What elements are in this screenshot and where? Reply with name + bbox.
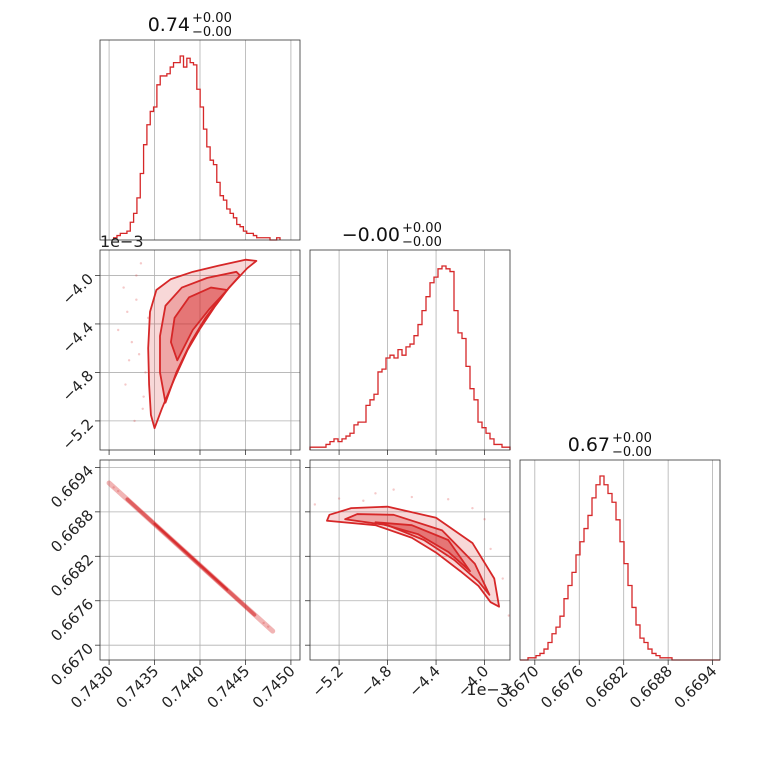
scatter-point <box>313 503 317 506</box>
scatter-point <box>127 359 131 362</box>
y-tick-label: 0.6694 <box>47 462 97 512</box>
param-title-plus-1: +0.00 <box>402 221 442 236</box>
scatter-point <box>266 625 270 628</box>
y-tick-label: 0.6688 <box>47 506 97 556</box>
panel-frame <box>309 459 511 661</box>
scatter-point <box>126 310 129 314</box>
scatter-point <box>137 353 141 356</box>
y-tick-label: −5.2 <box>59 415 97 453</box>
scatter-point <box>446 498 450 501</box>
scatter-point <box>362 499 365 502</box>
param-title-minus-2: −0.00 <box>612 445 652 460</box>
panel-bg <box>310 250 510 450</box>
contour-level-1 <box>159 270 241 404</box>
scatter-point <box>122 286 125 289</box>
scatter-point <box>501 577 504 580</box>
pair-panel-1 <box>99 459 301 661</box>
pair-panel-0 <box>99 249 301 451</box>
scatter-point <box>144 371 147 374</box>
panel-frame <box>309 249 511 451</box>
histogram-step-0 <box>112 55 281 241</box>
scatter-point <box>262 621 265 625</box>
x-tick-label: −5.2 <box>308 662 346 700</box>
scatter-point <box>507 614 510 617</box>
scatter-point <box>483 518 486 521</box>
contour-level-2 <box>374 521 471 573</box>
param-title-plus-2: +0.00 <box>612 431 652 446</box>
hist-panel-0: 0.74 +0.00−0.00 <box>99 11 301 241</box>
scatter-point <box>130 340 134 344</box>
x-tick-label: 0.6694 <box>671 662 721 712</box>
scatter-point <box>124 383 127 386</box>
x-tick-label: 0.7440 <box>158 662 208 712</box>
contour-level-2 <box>153 522 229 591</box>
x-tick-label: −4.8 <box>357 662 395 700</box>
panel-frame <box>519 459 721 661</box>
x-tick-label: 0.7445 <box>203 662 253 712</box>
hist-panel-2: 0.67 +0.00−0.00 <box>519 431 721 661</box>
x-tick-label: 0.6682 <box>582 662 632 712</box>
scatter-point <box>392 488 395 491</box>
param-title-minus-1: −0.00 <box>402 235 442 250</box>
y-tick-label: 0.6682 <box>47 551 97 601</box>
scatter-point <box>471 506 474 510</box>
scatter-point <box>141 407 144 410</box>
panel-frame <box>99 39 301 241</box>
scatter-point <box>133 419 136 423</box>
x-tick-label: 0.6688 <box>626 662 676 712</box>
contour-level-1 <box>344 513 491 596</box>
histogram-step-2 <box>520 475 720 661</box>
param-title-minus-0: −0.00 <box>192 25 232 40</box>
y-tick-label: −4.8 <box>59 367 97 405</box>
param-title-plus-0: +0.00 <box>192 11 232 26</box>
scatter-point <box>135 298 138 301</box>
param-title-median-0: 0.74 <box>148 14 190 36</box>
scatter-point <box>135 274 138 277</box>
x-tick-label: 0.7435 <box>113 662 163 712</box>
scatter-point <box>112 486 115 489</box>
scatter-point <box>337 497 341 500</box>
scatter-point <box>142 395 145 398</box>
scatter-point <box>489 547 492 551</box>
param-title-median-2: 0.67 <box>568 434 610 456</box>
scatter-point <box>139 262 143 265</box>
x-tick-label: 0.7450 <box>249 662 299 712</box>
contour-level-0 <box>326 505 500 608</box>
panel-bg <box>520 460 720 660</box>
panel-bg <box>310 460 510 660</box>
histogram-step-1 <box>309 265 511 450</box>
param-title-median-1: −0.00 <box>342 224 400 246</box>
contour-level-2 <box>170 286 229 362</box>
hist-panel-1: −0.00 +0.00−0.00 <box>309 221 511 451</box>
y-tick-label: −4.0 <box>59 270 97 308</box>
scatter-point <box>116 328 120 332</box>
x-tick-label: −4.4 <box>405 662 443 700</box>
y-tick-label: 0.6676 <box>47 595 97 645</box>
scatter-point <box>410 495 414 499</box>
scatter-point <box>116 489 120 493</box>
pair-panel-2 <box>309 459 511 661</box>
scatter-point <box>374 492 377 495</box>
x-offset-label: 1e−3 <box>466 680 510 699</box>
y-tick-label: −4.4 <box>59 318 97 356</box>
x-tick-label: 0.6676 <box>537 662 587 712</box>
y-offset-label: 1e−3 <box>100 232 144 251</box>
